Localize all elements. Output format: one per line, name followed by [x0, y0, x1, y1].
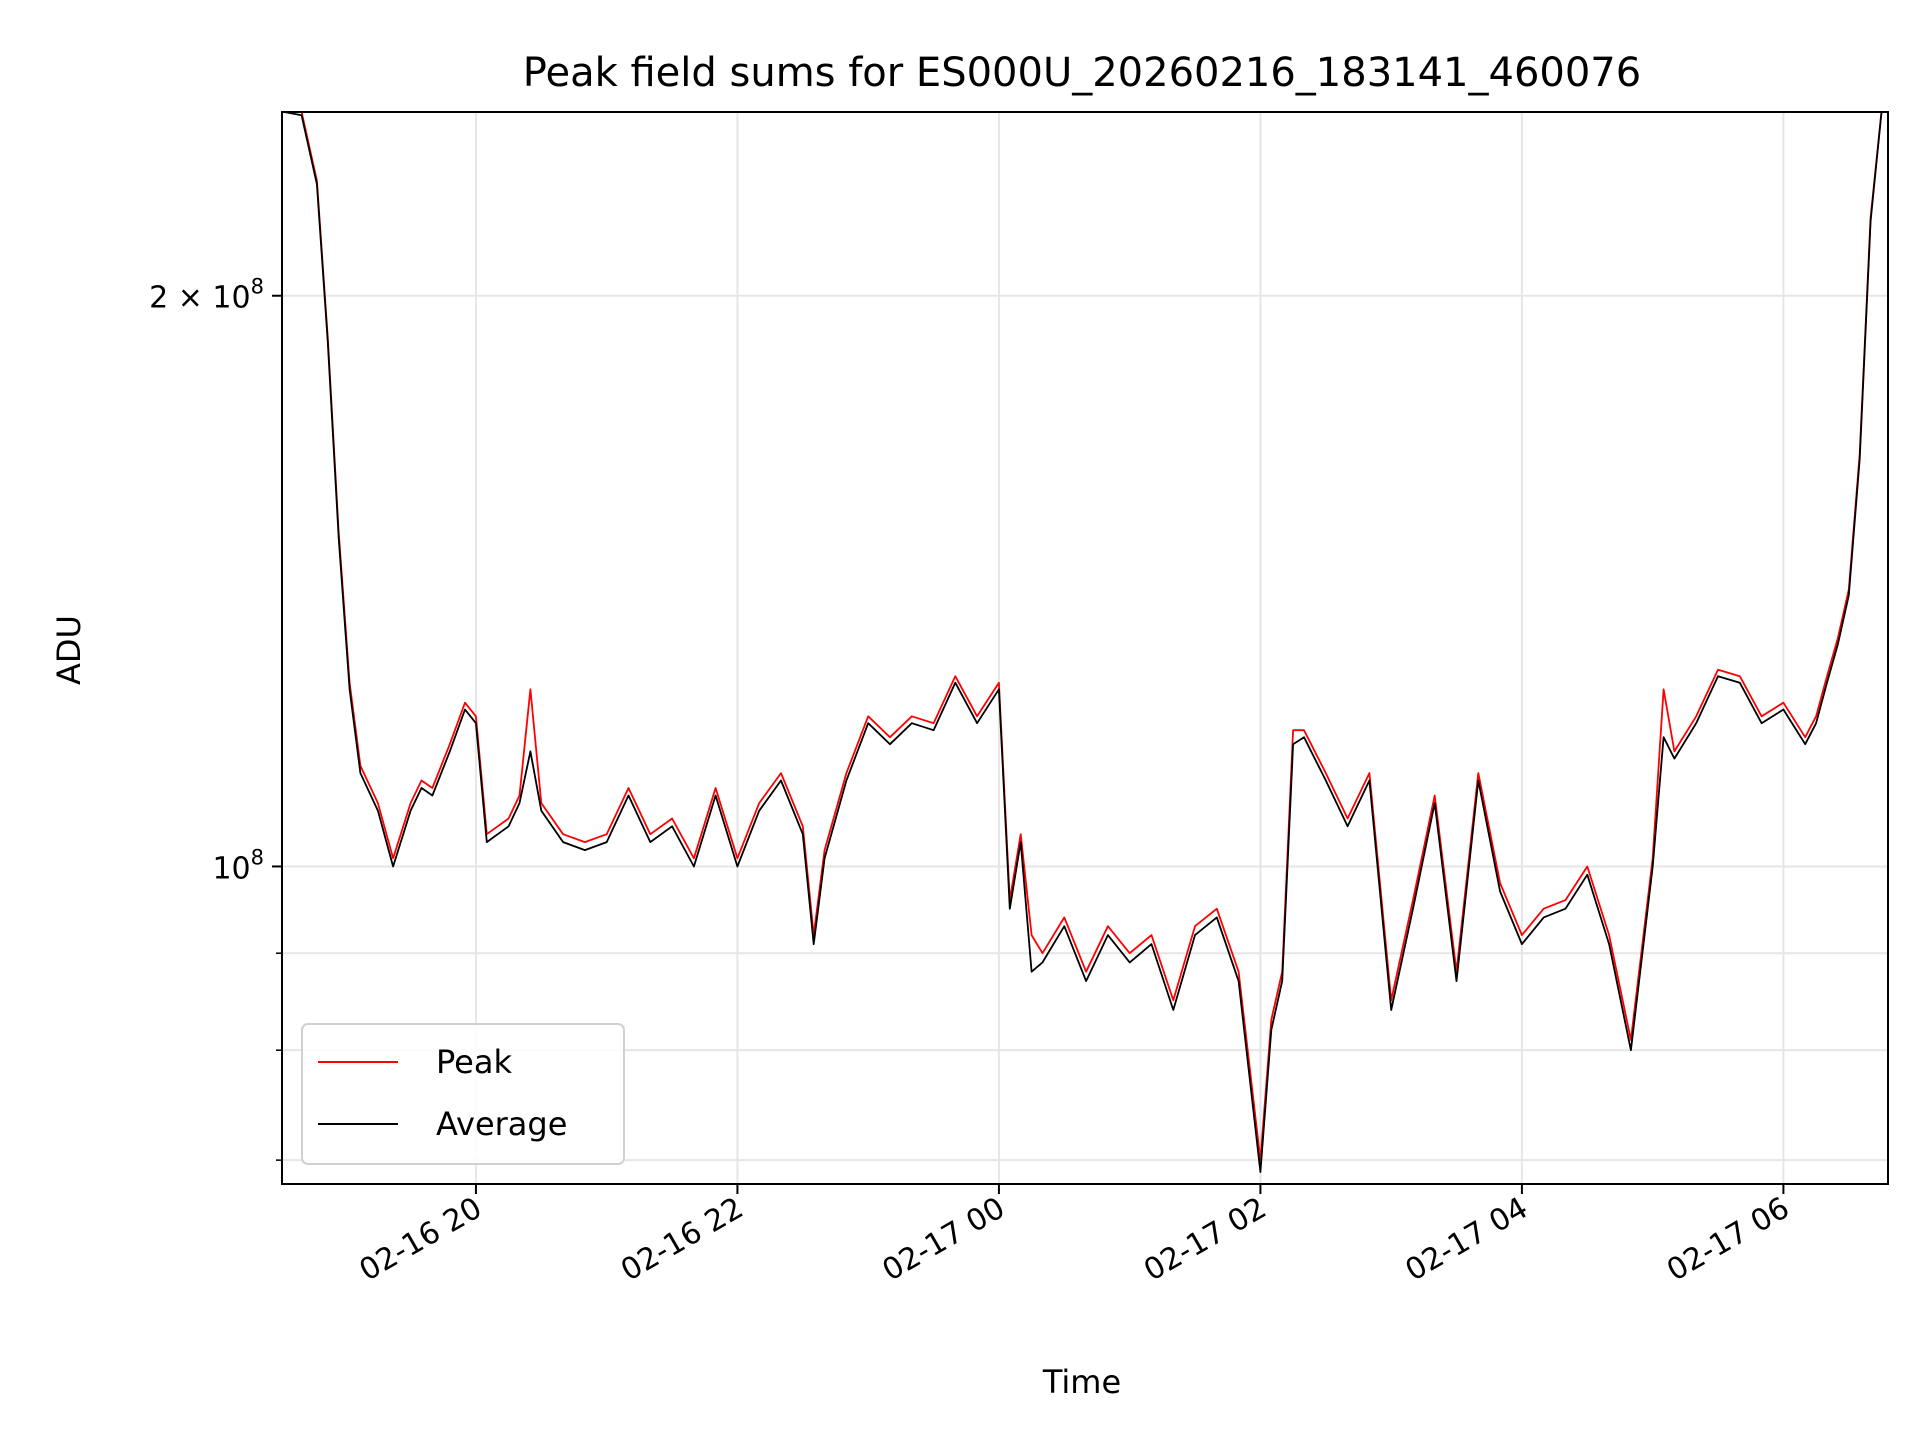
- series-layer: [284, 111, 1883, 1173]
- x-tick-label: 02-16 22: [615, 1191, 749, 1289]
- x-tick-label: 02-17 00: [877, 1191, 1011, 1289]
- y-axis: 108 2 × 108: [149, 275, 282, 1161]
- plot-frame: [281, 111, 1889, 1185]
- legend-label: Peak: [436, 1043, 512, 1081]
- x-tick-label: 02-17 04: [1400, 1191, 1534, 1289]
- legend-box: [301, 1023, 625, 1165]
- y-axis-label: ADU: [50, 615, 88, 685]
- y-tick-label: 2 × 108: [149, 275, 264, 316]
- x-tick-label: 02-16 20: [354, 1191, 488, 1289]
- x-axis: 02-16 20 02-16 22 02-17 00 02-17 02 02-17 04…: [354, 1184, 1795, 1289]
- x-tick-label: 02-17 02: [1138, 1191, 1272, 1289]
- series-line-average: [284, 111, 1883, 1173]
- chart-title: Peak field sums for ES000U_20260216_1831…: [523, 50, 1641, 96]
- x-tick-label: 02-17 06: [1661, 1191, 1795, 1289]
- y-tick-label: 108: [212, 845, 264, 886]
- legend-label: Average: [436, 1105, 567, 1143]
- x-axis-label: Time: [1042, 1363, 1121, 1401]
- legend: Peak Average: [301, 1023, 625, 1165]
- series-line-peak: [284, 111, 1883, 1161]
